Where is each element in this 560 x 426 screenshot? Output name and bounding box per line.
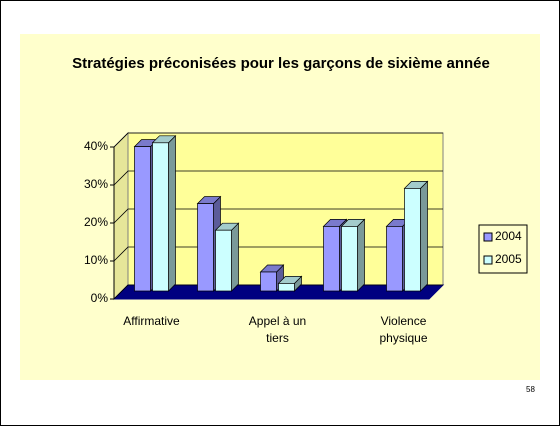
legend-label: 2004 bbox=[495, 229, 522, 243]
x-tick-label: Affirmative bbox=[123, 314, 180, 328]
bar bbox=[278, 283, 295, 292]
y-tick-label: 20% bbox=[84, 215, 108, 229]
legend-swatch bbox=[483, 232, 493, 242]
grid-line bbox=[113, 132, 443, 148]
bar bbox=[260, 271, 277, 292]
y-tick-label: 10% bbox=[84, 253, 108, 267]
grid-line bbox=[113, 208, 443, 224]
y-tick-label: 0% bbox=[91, 291, 109, 305]
page-number: 58 bbox=[526, 385, 535, 394]
bar-side bbox=[231, 222, 239, 292]
bar bbox=[386, 226, 403, 292]
grid-line bbox=[113, 170, 443, 186]
chart-title: Stratégies préconisées pour les garçons … bbox=[72, 55, 490, 72]
y-tick-label: 40% bbox=[84, 139, 108, 153]
legend-label: 2005 bbox=[495, 252, 522, 266]
bar bbox=[323, 226, 340, 292]
bar-side bbox=[168, 134, 176, 292]
legend-swatch bbox=[483, 255, 493, 265]
x-tick-label: Violence physique bbox=[379, 314, 428, 345]
bar bbox=[341, 226, 358, 292]
bar bbox=[134, 146, 151, 292]
bar bbox=[215, 229, 232, 292]
bar bbox=[404, 188, 421, 292]
bar-side bbox=[357, 218, 365, 292]
bar bbox=[152, 142, 169, 292]
x-tick-label: Appel à un tiers bbox=[248, 314, 307, 345]
bar bbox=[197, 203, 214, 292]
bar-side bbox=[420, 180, 428, 292]
y-tick-label: 30% bbox=[84, 177, 108, 191]
